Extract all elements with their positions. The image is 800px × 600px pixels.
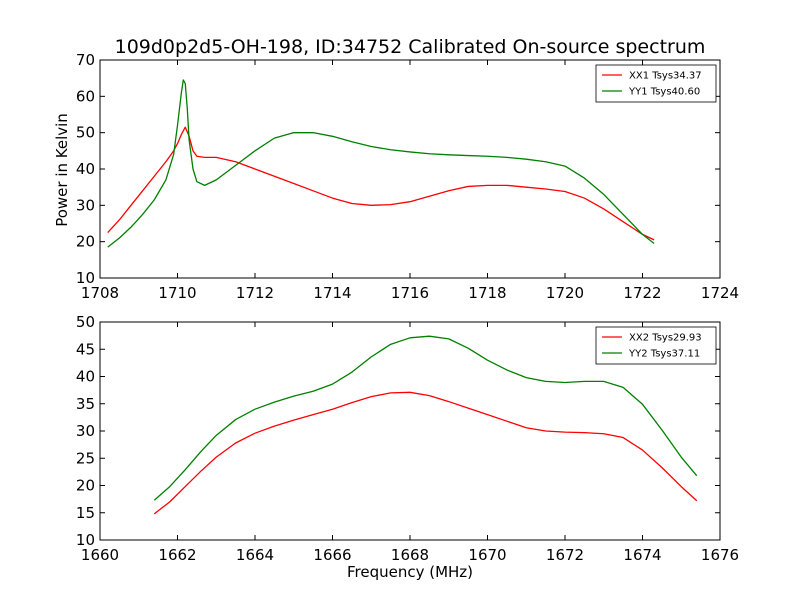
y-tick-label: 40 [76, 368, 95, 386]
y-tick-label: 10 [76, 531, 95, 549]
y-tick-label: 30 [76, 422, 95, 440]
x-tick-label: 1662 [158, 546, 196, 564]
x-tick-label: 1716 [391, 284, 429, 302]
series-line-2-2 [153, 335, 698, 501]
y-tick-label: 50 [76, 313, 95, 331]
chart-title: 109d0p2d5-OH-198, ID:34752 Calibrated On… [115, 36, 706, 58]
x-tick-label: 1666 [313, 546, 351, 564]
y-tick-label: 30 [76, 196, 95, 214]
y-tick-label: 40 [76, 160, 95, 178]
x-tick-label: 1708 [81, 284, 119, 302]
legend-label: YY2 Tsys37.11 [628, 349, 700, 360]
x-tick-label: 1712 [236, 284, 274, 302]
legend-box [595, 64, 717, 103]
x-tick-label: 1718 [468, 284, 506, 302]
y-tick-label: 15 [76, 504, 95, 522]
subplot-1: 1708 1710 1712 1714 1716 1718 1720 1722 1724 10 20… [76, 51, 739, 302]
x-tick-label: 1710 [158, 284, 196, 302]
x-tick-label: 1674 [623, 546, 661, 564]
series-line-1-2 [107, 79, 655, 248]
legend: XX2 Tsys29.93 YY2 Tsys37.11 [595, 326, 717, 365]
subplot-2: 1660 1662 1664 1666 1668 1670 1672 1674 1676 10 15… [76, 313, 739, 564]
y-axis-label: Power in Kelvin [53, 113, 71, 227]
legend-label: YY1 Tsys40.60 [628, 87, 700, 98]
legend-label: XX1 Tsys34.37 [629, 71, 702, 82]
y-tick-label: 60 [76, 87, 95, 105]
y-tick-label: 45 [76, 340, 95, 358]
x-tick-label: 1714 [313, 284, 351, 302]
legend: XX1 Tsys34.37 YY1 Tsys40.60 [595, 64, 717, 103]
x-tick-label: 1672 [546, 546, 584, 564]
x-tick-label: 1670 [468, 546, 506, 564]
y-tick-label: 20 [76, 233, 95, 251]
x-tick-label: 1720 [546, 284, 584, 302]
legend-box [595, 326, 717, 365]
y-tick-label: 70 [76, 51, 95, 69]
x-tick-label: 1676 [701, 546, 739, 564]
y-tick-label: 35 [76, 395, 95, 413]
y-tick-label: 25 [76, 449, 95, 467]
y-tick-label: 20 [76, 477, 95, 495]
x-tick-label: 1660 [81, 546, 119, 564]
series-line-2-1 [153, 391, 698, 515]
x-tick-label: 1668 [391, 546, 429, 564]
y-tick-label: 50 [76, 124, 95, 142]
x-tick-label: 1724 [701, 284, 739, 302]
legend-label: XX2 Tsys29.93 [629, 333, 702, 344]
x-tick-label: 1664 [236, 546, 274, 564]
y-tick-label: 10 [76, 269, 95, 287]
x-tick-label: 1722 [623, 284, 661, 302]
x-axis-label: Frequency (MHz) [347, 563, 473, 581]
